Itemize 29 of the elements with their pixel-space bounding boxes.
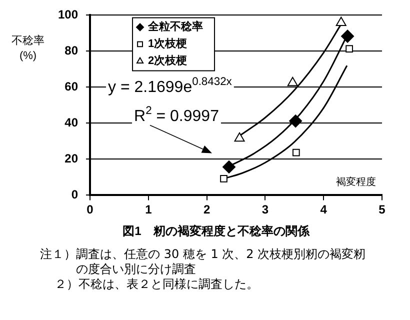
point [222, 160, 236, 174]
y-axis-title: 不稔率 (%) [12, 34, 44, 62]
text: 図1 籾の褐変程度と不稔率の関係 [122, 224, 310, 238]
x-tick-label: 3 [262, 202, 269, 217]
legend-label: 1次枝梗 [148, 37, 188, 50]
point [220, 174, 228, 182]
point [292, 148, 300, 156]
point [346, 45, 353, 53]
point [341, 30, 354, 43]
x-tick-label: 4 [320, 202, 328, 217]
point [289, 114, 302, 128]
x-tick-label: 0 [86, 202, 94, 217]
legend-label: 2次枝梗 [148, 54, 188, 68]
legend-label: 全粒不稔率 [147, 20, 204, 34]
point [336, 16, 346, 26]
x-tick-label: 5 [378, 202, 386, 217]
x-tick-label: 2 [203, 202, 210, 217]
point [287, 76, 298, 86]
x-axis-title: 褐変程度 [336, 176, 376, 188]
text: 注１）調査は、任意の 30 穂を 1 次、2 次枝梗別籾の褐変籾の度合い別に分け調査 [40, 247, 367, 277]
y-tick-label: 100 [58, 8, 78, 22]
x-tick-label: 1 [145, 202, 152, 217]
point [234, 132, 245, 142]
y-tick-label: 80 [64, 44, 78, 58]
y-tick-label: 0 [71, 188, 78, 202]
text: ２）不稔は、表２と同様に調査した。 [53, 277, 260, 292]
y-tick-label: 60 [64, 80, 78, 94]
y-tick-label: 20 [64, 152, 78, 166]
y-tick-label: 40 [64, 116, 78, 130]
